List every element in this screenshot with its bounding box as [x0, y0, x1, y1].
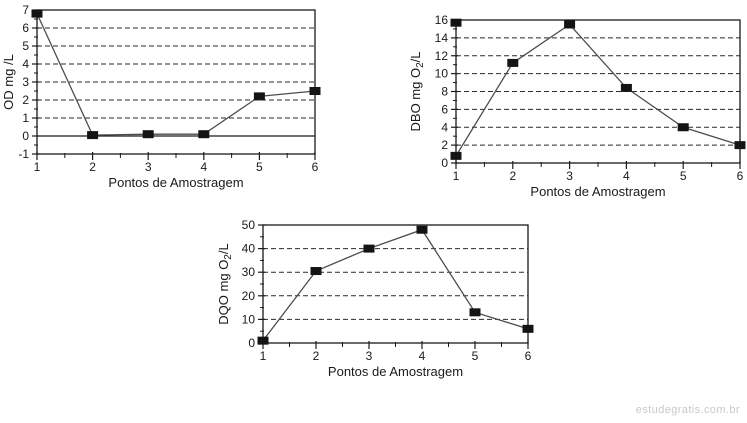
x-tick-label: 6: [312, 160, 319, 174]
data-point-marker: [507, 58, 519, 67]
chart-od: -1 0 1 2 3 4 5 6 7 1 2 3 4 5 6 Pontos de Amostragem OD m…: [0, 0, 342, 205]
od-line-chart: -1 0 1 2 3 4 5 6 7 1 2 3 4 5 6 Pontos de Amostragem OD m…: [1, 3, 321, 190]
x-tick-label: 6: [737, 169, 744, 183]
x-axis-label: Pontos de Amostragem: [108, 175, 243, 190]
y-tick-label: 4: [22, 57, 29, 71]
y-axis-label: OD mg /L: [1, 54, 16, 110]
x-axis-label: Pontos de Amostragem: [530, 184, 665, 199]
y-tick-label: 0: [441, 156, 448, 170]
x-tick-label: 2: [509, 169, 516, 183]
y-tick-label: 3: [22, 75, 29, 89]
extra-data-marker: [450, 18, 462, 27]
x-tick-label: 4: [419, 349, 426, 363]
series-line: [36, 13, 316, 136]
x-tick-label: 1: [34, 160, 41, 174]
y-tick-label: 2: [22, 93, 29, 107]
x-tick-label: 5: [256, 160, 263, 174]
y-tick-label: 50: [242, 218, 256, 232]
x-tick-label: 3: [145, 160, 152, 174]
y-tick-label: 14: [435, 31, 449, 45]
data-point-marker: [31, 9, 43, 18]
y-tick-label: 40: [242, 242, 256, 256]
data-point-marker: [469, 308, 481, 317]
data-point-marker: [620, 83, 632, 92]
data-point-marker: [257, 336, 269, 345]
plot-border: [262, 224, 529, 344]
data-point-marker: [363, 244, 375, 253]
y-tick-label: 12: [435, 49, 449, 63]
y-tick-label: 10: [242, 312, 256, 326]
data-point-marker: [734, 141, 746, 150]
data-point-marker: [677, 123, 689, 132]
dqo-line-chart: 0 10 20 30 40 50 1 2 3 4 5 6 Pontos de Amostragem DQO…: [216, 218, 534, 379]
chart-dqo: 0 10 20 30 40 50 1 2 3 4 5 6 Pontos de Amostragem DQO…: [213, 213, 555, 395]
y-tick-label: 20: [242, 289, 256, 303]
y-tick-label: 8: [441, 85, 448, 99]
data-point-marker: [564, 20, 576, 29]
data-point-marker: [253, 92, 265, 101]
x-axis-label: Pontos de Amostragem: [328, 364, 463, 379]
y-tick-label: 0: [22, 129, 29, 143]
y-axis-label: DQO mg O2/L: [216, 243, 234, 324]
data-point-marker: [309, 87, 321, 95]
series-line: [455, 23, 741, 157]
y-tick-label: 0: [248, 336, 255, 350]
y-tick-label: 1: [22, 111, 29, 125]
y-tick-label: 5: [22, 39, 29, 53]
y-tick-label: 4: [441, 120, 448, 134]
y-axis-label: DBO mg O2/L: [408, 52, 426, 132]
x-tick-label: 5: [472, 349, 479, 363]
y-tick-label: 7: [22, 3, 29, 17]
y-tick-label: 16: [435, 13, 449, 27]
y-tick-label: 2: [441, 138, 448, 152]
series-line: [262, 228, 529, 342]
data-point-marker: [198, 130, 210, 139]
data-point-marker: [142, 130, 154, 139]
x-tick-label: 4: [623, 169, 630, 183]
y-tick-label: 6: [441, 102, 448, 116]
data-point-marker: [450, 151, 462, 160]
data-point-marker: [522, 324, 534, 333]
x-tick-label: 3: [566, 169, 573, 183]
y-tick-label: 10: [435, 67, 449, 81]
x-tick-label: 2: [89, 160, 96, 174]
y-tick-label: -1: [18, 147, 29, 161]
data-point-marker: [416, 225, 428, 234]
chart-dbo: 0 2 4 6 8 10 12 14 16 1 2 3 4 5 6 Pontos de Amostragem D…: [405, 0, 747, 205]
x-tick-label: 4: [200, 160, 207, 174]
x-tick-label: 5: [680, 169, 687, 183]
x-tick-label: 1: [453, 169, 460, 183]
x-tick-label: 3: [366, 349, 373, 363]
data-point-marker: [87, 131, 99, 140]
x-tick-label: 6: [525, 349, 532, 363]
data-point-marker: [310, 267, 322, 276]
x-tick-label: 1: [260, 349, 267, 363]
y-tick-label: 6: [22, 21, 29, 35]
x-tick-label: 2: [313, 349, 320, 363]
watermark: estudegratis.com.br: [635, 404, 740, 416]
y-tick-label: 30: [242, 265, 256, 279]
